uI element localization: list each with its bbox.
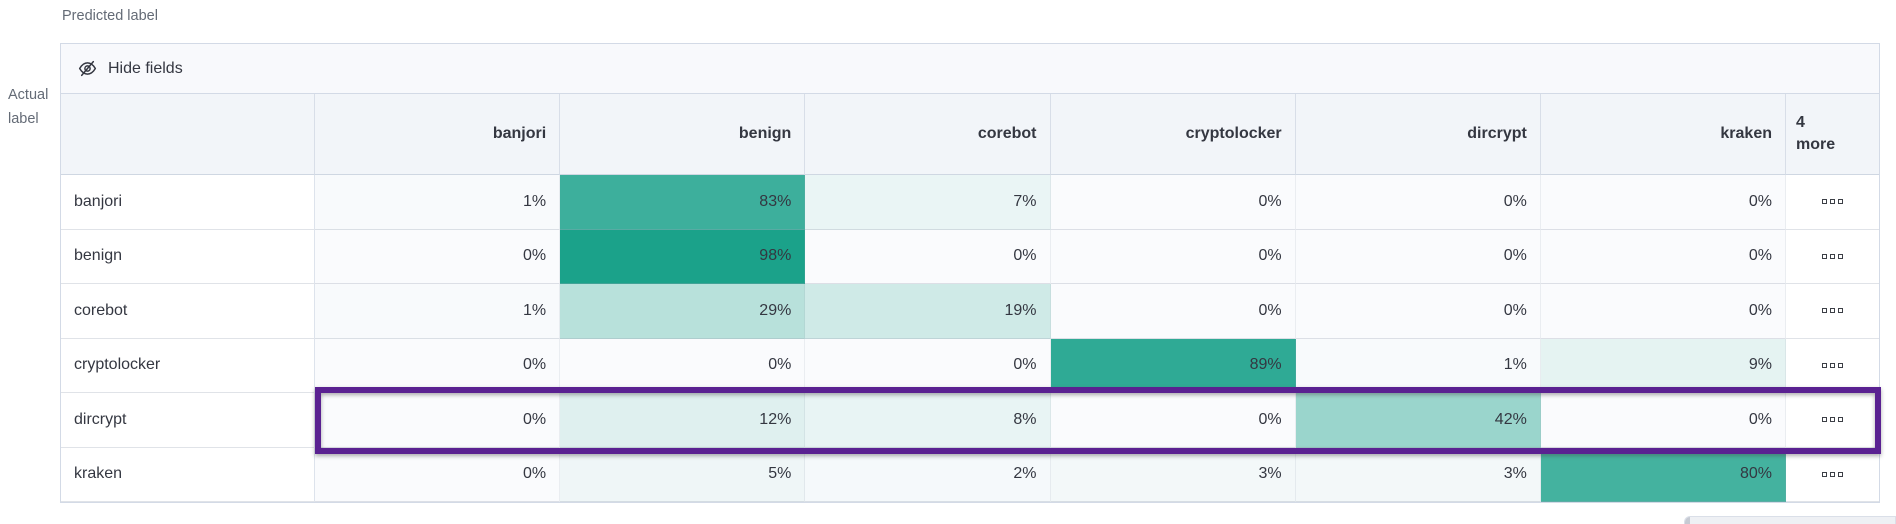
column-header-banjori: banjori xyxy=(315,94,561,175)
boxes-horizontal-icon xyxy=(1838,417,1843,423)
matrix-cell-benign-dircrypt: 0% xyxy=(1295,229,1541,284)
matrix-cell-cryptolocker-cryptolocker: 89% xyxy=(1050,338,1296,393)
hide-fields-label: Hide fields xyxy=(108,59,183,77)
row-actions-button[interactable] xyxy=(1786,229,1879,284)
matrix-cell-benign-corebot: 0% xyxy=(805,229,1051,284)
row-label-cryptolocker: cryptolocker xyxy=(61,338,315,393)
row-actions-button[interactable] xyxy=(1786,338,1879,393)
boxes-horizontal-icon xyxy=(1822,199,1827,205)
matrix-cell-banjori-cryptolocker: 0% xyxy=(1050,175,1296,230)
row-label-corebot: corebot xyxy=(61,284,315,339)
row-label-kraken: kraken xyxy=(61,447,315,502)
row-actions-button[interactable] xyxy=(1786,447,1879,502)
matrix-cell-kraken-cryptolocker: 3% xyxy=(1050,447,1296,502)
matrix-cell-corebot-banjori: 1% xyxy=(315,284,561,339)
column-header-corebot: corebot xyxy=(805,94,1051,175)
actual-axis-label-line2: label xyxy=(8,110,39,127)
row-actions-button[interactable] xyxy=(1786,175,1879,230)
matrix-cell-cryptolocker-kraken: 9% xyxy=(1540,338,1786,393)
matrix-cell-kraken-dircrypt: 3% xyxy=(1295,447,1541,502)
overflow-count: 4 xyxy=(1796,114,1805,132)
boxes-horizontal-icon xyxy=(1822,253,1827,259)
matrix-cell-banjori-corebot: 7% xyxy=(805,175,1051,230)
matrix-cell-kraken-kraken: 80% xyxy=(1540,447,1786,502)
boxes-horizontal-icon xyxy=(1830,362,1835,368)
boxes-horizontal-icon xyxy=(1830,308,1835,314)
boxes-horizontal-icon xyxy=(1838,199,1843,205)
overflow-label: more xyxy=(1796,136,1836,153)
matrix-cell-dircrypt-banjori: 0% xyxy=(315,393,561,448)
cropped-bottom-element xyxy=(1684,516,1896,524)
matrix-cell-benign-banjori: 0% xyxy=(315,229,561,284)
boxes-horizontal-icon xyxy=(1830,253,1835,259)
column-header-benign: benign xyxy=(560,94,806,175)
actual-axis-label: Actual label xyxy=(8,84,48,132)
boxes-horizontal-icon xyxy=(1830,471,1835,477)
eye-closed-icon xyxy=(78,59,97,78)
boxes-horizontal-icon xyxy=(1830,417,1835,423)
matrix-cell-kraken-benign: 5% xyxy=(560,447,806,502)
boxes-horizontal-icon xyxy=(1838,253,1843,259)
boxes-horizontal-icon xyxy=(1830,199,1835,205)
predicted-axis-label: Predicted label xyxy=(62,8,158,24)
row-label-dircrypt: dircrypt xyxy=(61,393,315,448)
matrix-cell-dircrypt-cryptolocker: 0% xyxy=(1050,393,1296,448)
matrix-grid: banjori benign corebot cryptolocker dircrypt… xyxy=(61,94,1881,502)
column-header-dircrypt: dircrypt xyxy=(1295,94,1541,175)
confusion-matrix-panel: Hide fields banjori benign corebot cryptolo… xyxy=(60,43,1881,503)
matrix-cell-benign-cryptolocker: 0% xyxy=(1050,229,1296,284)
row-actions-button[interactable] xyxy=(1786,393,1879,448)
corner-header-cell xyxy=(61,94,315,175)
matrix-cell-dircrypt-kraken: 0% xyxy=(1540,393,1786,448)
matrix-cell-benign-kraken: 0% xyxy=(1540,229,1786,284)
matrix-cell-corebot-cryptolocker: 0% xyxy=(1050,284,1296,339)
boxes-horizontal-icon xyxy=(1822,308,1827,314)
matrix-cell-banjori-kraken: 0% xyxy=(1540,175,1786,230)
hide-fields-button[interactable]: Hide fields xyxy=(61,44,1879,94)
overflow-column-header-text: 4 more xyxy=(1796,112,1835,155)
matrix-cell-corebot-corebot: 19% xyxy=(805,284,1051,339)
boxes-horizontal-icon xyxy=(1838,362,1843,368)
matrix-cell-benign-benign: 98% xyxy=(560,229,806,284)
boxes-horizontal-icon xyxy=(1822,362,1827,368)
matrix-cell-cryptolocker-banjori: 0% xyxy=(315,338,561,393)
column-header-kraken: kraken xyxy=(1540,94,1786,175)
row-actions-button[interactable] xyxy=(1786,284,1879,339)
boxes-horizontal-icon xyxy=(1838,308,1843,314)
matrix-cell-kraken-corebot: 2% xyxy=(805,447,1051,502)
matrix-cell-kraken-banjori: 0% xyxy=(315,447,561,502)
matrix-cell-dircrypt-dircrypt: 42% xyxy=(1295,393,1541,448)
boxes-horizontal-icon xyxy=(1822,471,1827,477)
row-label-benign: benign xyxy=(61,229,315,284)
boxes-horizontal-icon xyxy=(1822,417,1827,423)
matrix-cell-cryptolocker-corebot: 0% xyxy=(805,338,1051,393)
matrix-cell-dircrypt-corebot: 8% xyxy=(805,393,1051,448)
matrix-cell-corebot-kraken: 0% xyxy=(1540,284,1786,339)
row-label-banjori: banjori xyxy=(61,175,315,230)
boxes-horizontal-icon xyxy=(1838,471,1843,477)
matrix-cell-cryptolocker-benign: 0% xyxy=(560,338,806,393)
actual-axis-label-line1: Actual xyxy=(8,87,49,103)
matrix-cell-cryptolocker-dircrypt: 1% xyxy=(1295,338,1541,393)
cropped-bottom-element-notch xyxy=(1685,517,1690,524)
matrix-cell-corebot-benign: 29% xyxy=(560,284,806,339)
overflow-column-header[interactable]: 4 more xyxy=(1786,94,1879,175)
column-header-cryptolocker: cryptolocker xyxy=(1050,94,1296,175)
matrix-cell-banjori-banjori: 1% xyxy=(315,175,561,230)
matrix-cell-banjori-dircrypt: 0% xyxy=(1295,175,1541,230)
matrix-cell-banjori-benign: 83% xyxy=(560,175,806,230)
matrix-cell-corebot-dircrypt: 0% xyxy=(1295,284,1541,339)
matrix-cell-dircrypt-benign: 12% xyxy=(560,393,806,448)
